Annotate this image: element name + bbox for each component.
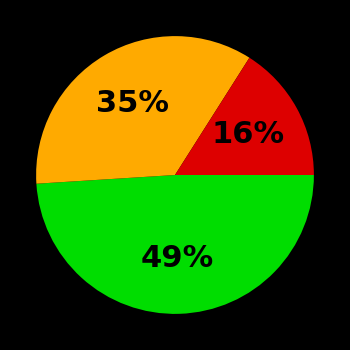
Wedge shape <box>36 36 250 184</box>
Text: 35%: 35% <box>96 89 169 118</box>
Text: 16%: 16% <box>211 120 285 149</box>
Wedge shape <box>175 58 314 175</box>
Wedge shape <box>36 175 314 314</box>
Text: 49%: 49% <box>141 244 214 273</box>
